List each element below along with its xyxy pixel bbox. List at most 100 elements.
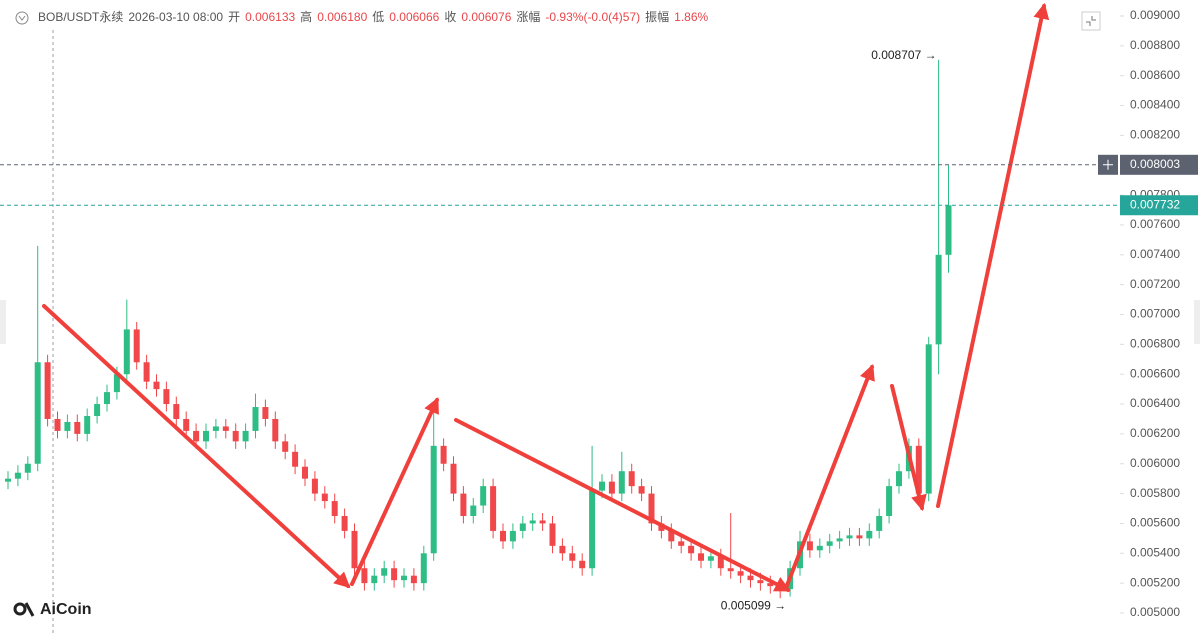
- y-tick-label: 0.006200: [1130, 426, 1180, 440]
- candle-body: [54, 418, 61, 431]
- candle-body: [242, 430, 249, 442]
- y-tick-label: 0.009000: [1130, 8, 1180, 22]
- arrow: [454, 418, 791, 592]
- candle-body: [94, 404, 101, 416]
- candle-body: [806, 541, 813, 551]
- arrow: [890, 384, 927, 512]
- candle-body: [410, 575, 417, 584]
- candle-body: [519, 523, 526, 531]
- right-handle[interactable]: [1194, 300, 1200, 344]
- candle-body: [272, 418, 279, 442]
- candle-body: [44, 362, 51, 419]
- candle-body: [193, 430, 200, 442]
- fullscreen-button[interactable]: [1081, 11, 1101, 31]
- y-tick-label: 0.005000: [1130, 605, 1180, 619]
- candle-body: [222, 426, 229, 431]
- candle-body: [34, 362, 41, 464]
- candle-body: [856, 535, 863, 539]
- candle-body: [232, 430, 239, 442]
- candle-body: [737, 571, 744, 576]
- candle-body: [440, 445, 447, 464]
- candle-body: [925, 344, 932, 494]
- candle-body: [549, 523, 556, 546]
- candle-body: [351, 530, 358, 569]
- y-tick-label: 0.007600: [1130, 217, 1180, 231]
- candle-body: [14, 472, 21, 479]
- y-tick-label: 0.007400: [1130, 247, 1180, 261]
- candle-body: [717, 556, 724, 569]
- candle-body: [321, 493, 328, 502]
- candle-body: [381, 568, 388, 576]
- candle-body: [767, 583, 774, 587]
- collapse-icon[interactable]: [15, 11, 29, 25]
- candle-body: [628, 471, 635, 487]
- y-tick-label: 0.006400: [1130, 396, 1180, 410]
- candle-body: [74, 421, 81, 434]
- candle-body: [123, 329, 130, 375]
- candle-body: [500, 530, 506, 542]
- candle-body: [480, 486, 487, 506]
- candle-body: [361, 568, 368, 584]
- header: BOB/USDT永续 2026-03-10 08:00 开 0.006133 高 0.00…: [38, 9, 709, 24]
- candle-body: [173, 404, 180, 419]
- header-item: 低: [372, 10, 384, 24]
- candle-body: [539, 520, 546, 524]
- candle-body: [608, 481, 615, 494]
- header-item: 0.006076: [461, 10, 511, 24]
- candle-body: [707, 556, 714, 561]
- candle-body: [64, 421, 71, 431]
- candle-body: [262, 407, 269, 419]
- candle-body: [84, 415, 91, 434]
- red-arrows: [42, 2, 1050, 592]
- logo-icon: [13, 602, 27, 616]
- header-item: 0.006180: [317, 10, 367, 24]
- candle-body: [252, 407, 259, 431]
- candle-body: [559, 545, 566, 554]
- logo-text: AiCoin: [40, 601, 92, 618]
- y-tick-label: 0.007000: [1130, 307, 1180, 321]
- y-tick-label: 0.005400: [1130, 545, 1180, 559]
- price-label-box: [1120, 154, 1198, 175]
- candle-body: [24, 463, 31, 473]
- price-label: 0.008003: [1130, 157, 1180, 171]
- candle-body: [133, 329, 140, 363]
- candle-body: [678, 541, 685, 546]
- candle-body: [292, 451, 299, 467]
- candle-body: [826, 541, 833, 546]
- y-tick-label: 0.008200: [1130, 128, 1180, 142]
- candle-body: [569, 553, 576, 561]
- candle-body: [391, 568, 398, 581]
- candle-body: [401, 575, 407, 581]
- logo: AiCoin: [13, 601, 92, 618]
- candle-body: [618, 471, 625, 494]
- candle-body: [104, 392, 110, 405]
- logo-icon: [24, 602, 35, 617]
- y-tick-label: 0.005200: [1130, 575, 1180, 589]
- candle-body: [420, 553, 427, 584]
- fullscreen-icon: [1086, 16, 1096, 26]
- y-tick-label: 0.005600: [1130, 516, 1180, 530]
- arrow: [936, 2, 1050, 508]
- candle-body: [460, 493, 467, 516]
- price-label: 0.007732: [1130, 197, 1180, 211]
- y-tick-label: 0.006000: [1130, 456, 1180, 470]
- candle-body: [490, 486, 497, 531]
- candle-body: [836, 538, 843, 542]
- candle-body: [311, 478, 318, 494]
- left-handle[interactable]: [0, 300, 6, 344]
- y-tick-label: 0.006600: [1130, 366, 1180, 380]
- header-item: 高: [300, 9, 312, 24]
- y-tick-label: 0.005800: [1130, 486, 1180, 500]
- header-item: 开: [228, 10, 240, 24]
- candle-body: [163, 389, 170, 405]
- y-tick-label: 0.008600: [1130, 68, 1180, 82]
- candle-body: [143, 362, 150, 382]
- candle-body: [470, 505, 477, 516]
- candle-body: [599, 481, 605, 491]
- header-item: -0.93%(-0.0(4)57): [545, 10, 640, 24]
- plus-icon: [1103, 159, 1113, 170]
- candle-body: [757, 580, 764, 584]
- header-item: 0.006066: [389, 10, 439, 24]
- candle-body: [509, 530, 516, 542]
